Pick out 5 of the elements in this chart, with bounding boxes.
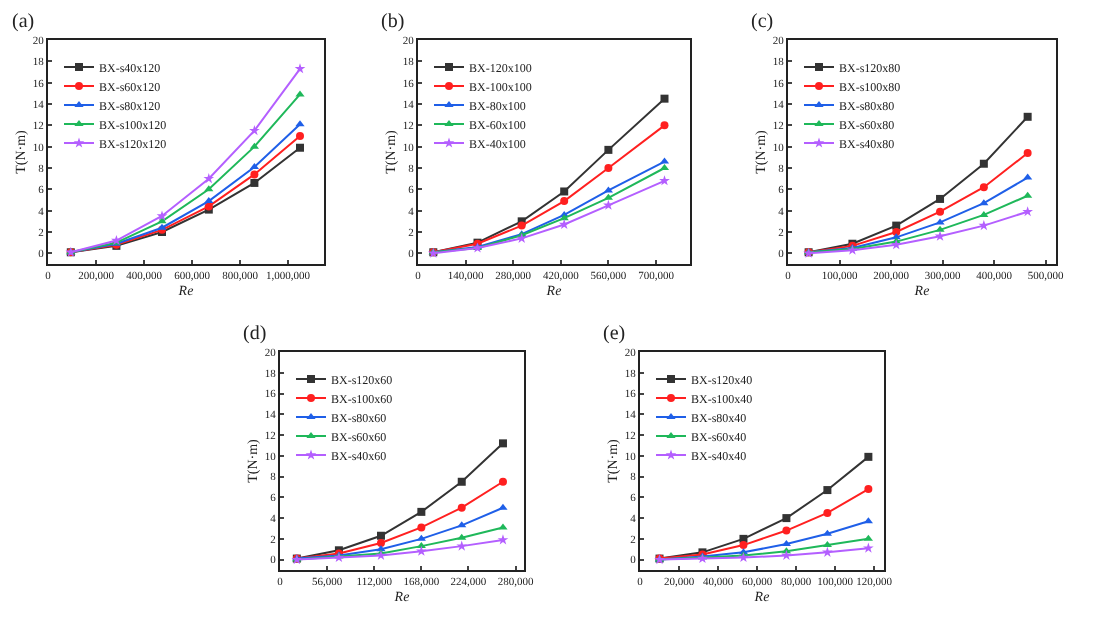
chart-title: (e) xyxy=(602,323,626,345)
chart-title: (d) xyxy=(242,323,267,345)
chart-title: (a) xyxy=(11,11,35,33)
chart-title: (c) xyxy=(750,11,774,33)
chart-title: (b) xyxy=(380,11,405,33)
